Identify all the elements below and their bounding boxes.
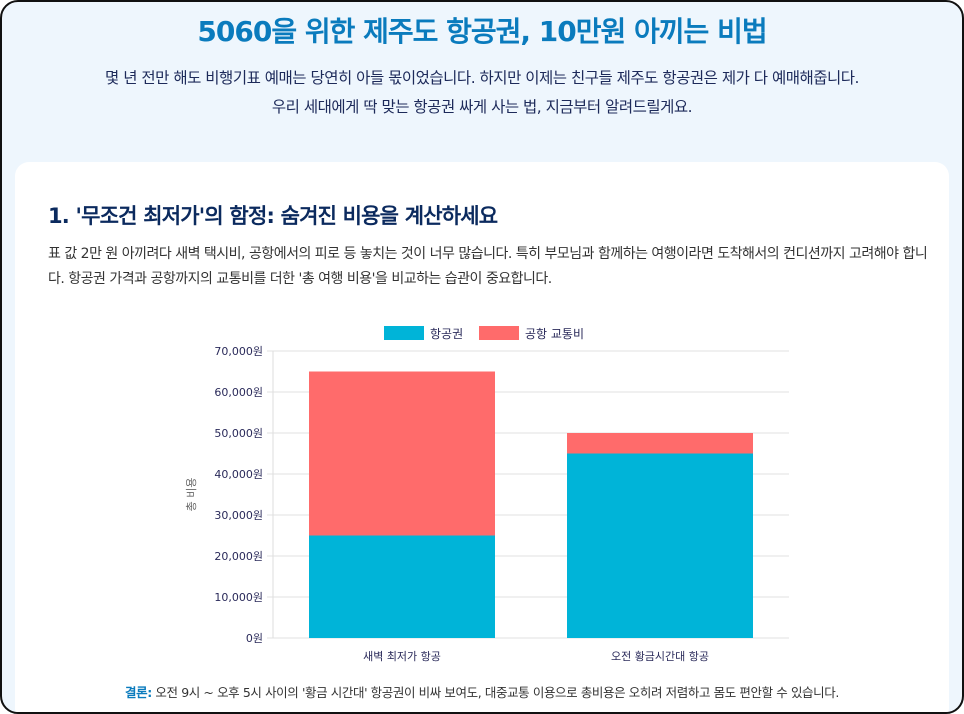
stacked-bar-chart: 0원 10,000원 20,000원 30,000원 40,000원 50,000원 60,…: [185, 326, 789, 663]
conclusion-text: 오전 9시 ~ 오후 5시 사이의 '황금 시간대' 항공권이 비싸 보여도, …: [151, 685, 839, 700]
x-tick-label: 새벽 최저가 항공: [363, 650, 441, 663]
y-tick-label: 30,000원: [214, 509, 263, 522]
bar-segment-transport: [309, 371, 495, 536]
page-title: 5060을 위한 제주도 항공권, 10만원 아끼는 비법: [197, 15, 767, 48]
x-tick-label: 오전 황금시간대 항공: [611, 650, 709, 663]
y-tick-label: 20,000원: [214, 550, 263, 563]
bar-segment-airfare: [567, 453, 753, 638]
legend-label: 공항 교통비: [525, 327, 584, 341]
y-tick-label: 60,000원: [214, 386, 263, 399]
y-tick-label: 50,000원: [214, 427, 263, 440]
y-tick-label: 70,000원: [214, 345, 263, 358]
y-tick-label: 10,000원: [214, 591, 263, 604]
section-body: 표 값 2만 원 아끼려다 새벽 택시비, 공항에서의 피로 등 놓치는 것이 …: [48, 246, 928, 287]
section-heading: 1. '무조건 최저가'의 함정: 숨겨진 비용을 계산하세요: [48, 204, 498, 228]
legend-swatch: [479, 326, 519, 340]
legend-swatch: [384, 326, 424, 340]
bar-segment-airfare: [309, 535, 495, 638]
intro-text: 몇 년 전만 해도 비행기표 예매는 당연히 아들 몫이었습니다. 하지만 이제…: [105, 69, 859, 116]
y-tick-label: 40,000원: [214, 468, 263, 481]
y-tick-label: 0원: [246, 632, 263, 645]
conclusion-label: 결론:: [125, 685, 152, 700]
y-axis-label: 총 비용: [185, 478, 198, 512]
content-card: 1. '무조건 최저가'의 함정: 숨겨진 비용을 계산하세요 표 값 2만 원…: [15, 162, 949, 712]
bar-segment-transport: [567, 433, 753, 454]
legend-label: 항공권: [430, 327, 463, 341]
conclusion: 결론: 오전 9시 ~ 오후 5시 사이의 '황금 시간대' 항공권이 비싸 보…: [15, 682, 949, 701]
